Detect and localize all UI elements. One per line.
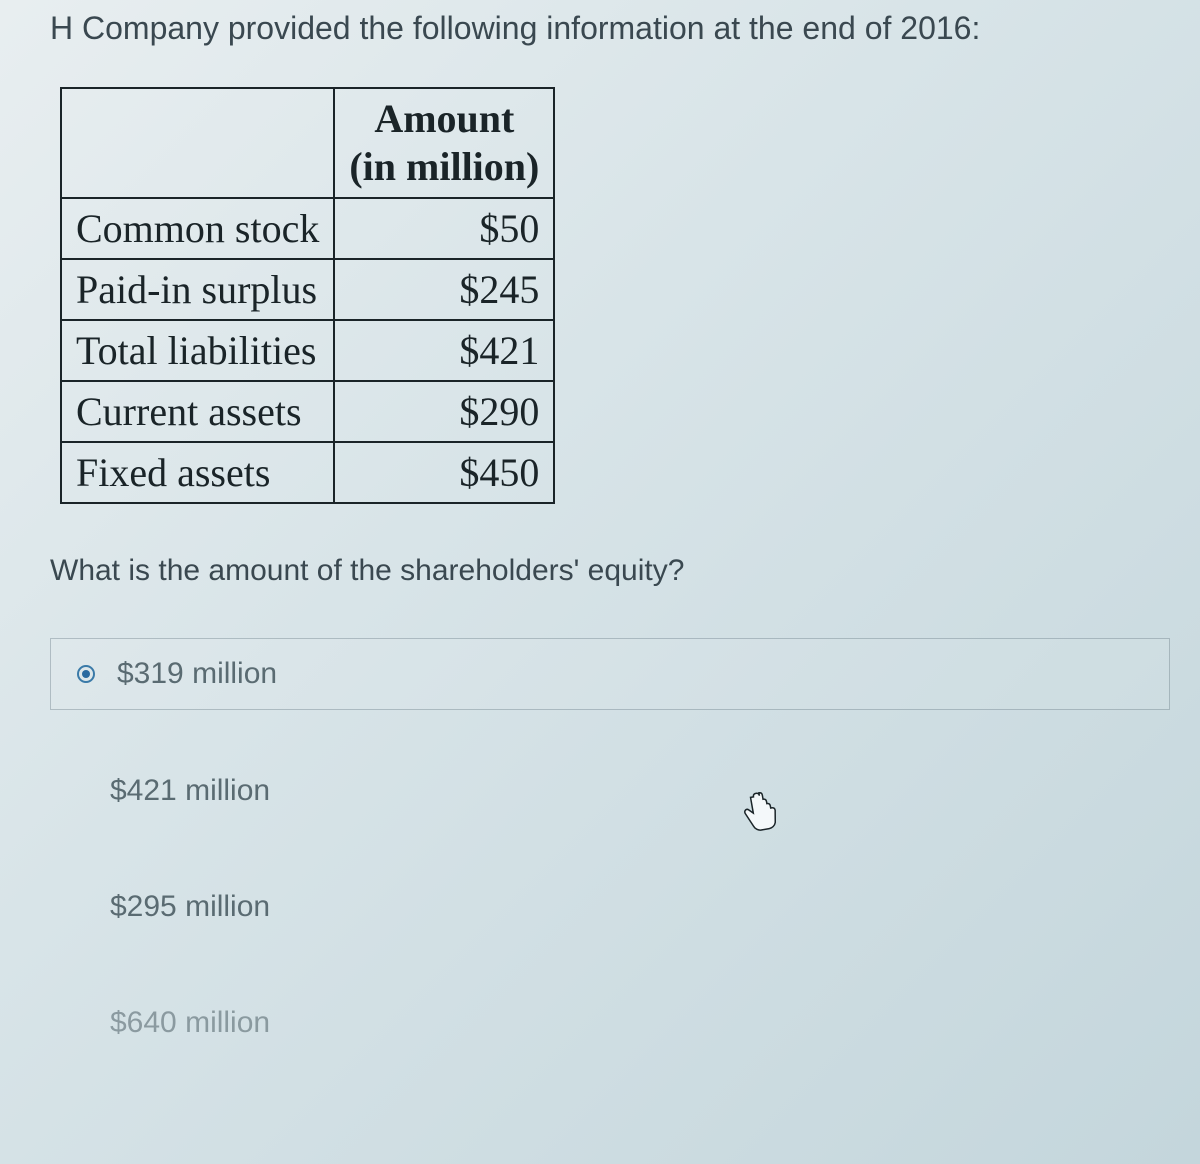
row-label: Paid-in surplus [61,259,334,320]
row-amount: $450 [334,442,554,503]
table-header-blank [61,88,334,198]
answer-options: $319 million $421 million $295 million $… [50,638,1170,1058]
answer-option-1[interactable]: $421 million [50,756,1170,826]
answer-option-2[interactable]: $295 million [50,872,1170,942]
question-text: What is the amount of the shareholders' … [50,554,1170,588]
header-line2: (in million) [349,143,539,191]
table-row: Common stock $50 [61,198,554,259]
row-label: Current assets [61,381,334,442]
option-label: $421 million [110,774,270,808]
financial-table: Amount (in million) Common stock $50 Pai… [60,87,555,504]
answer-option-3[interactable]: $640 million [50,988,1170,1058]
table-row: Fixed assets $450 [61,442,554,503]
row-amount: $245 [334,259,554,320]
row-amount: $290 [334,381,554,442]
row-amount: $421 [334,320,554,381]
row-label: Common stock [61,198,334,259]
row-amount: $50 [334,198,554,259]
header-line1: Amount [349,95,539,143]
table-row: Paid-in surplus $245 [61,259,554,320]
intro-text: H Company provided the following informa… [50,10,1170,47]
table-row: Current assets $290 [61,381,554,442]
option-label: $295 million [110,890,270,924]
table-header-amount: Amount (in million) [334,88,554,198]
row-label: Fixed assets [61,442,334,503]
row-label: Total liabilities [61,320,334,381]
option-label: $319 million [117,657,277,691]
radio-icon[interactable] [77,665,95,683]
option-label: $640 million [110,1006,270,1040]
table-row: Total liabilities $421 [61,320,554,381]
answer-option-0[interactable]: $319 million [50,638,1170,710]
